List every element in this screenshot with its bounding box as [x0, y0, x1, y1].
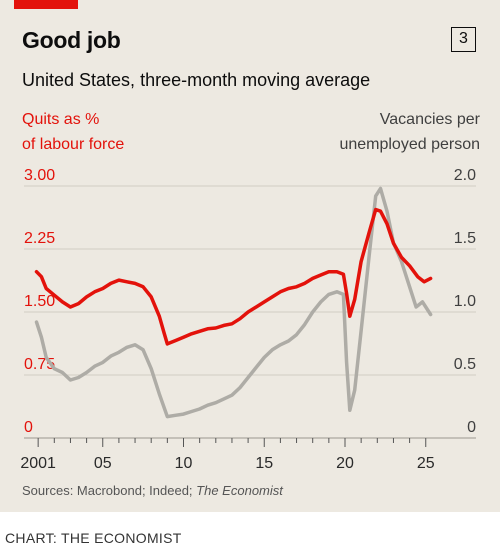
x-tick-label: 20	[336, 455, 354, 472]
source-note: Sources: Macrobond; Indeed; The Economis…	[22, 483, 283, 498]
chart-number-badge: 3	[451, 27, 476, 52]
y-right-tick-label: 0.5	[454, 356, 476, 373]
y-left-tick-label: 0	[24, 419, 33, 436]
brand-bar	[14, 0, 78, 9]
y-right-tick-label: 1.5	[454, 230, 476, 247]
left-axis-label-line2: of labour force	[22, 136, 125, 153]
right-axis-label: Vacancies per unemployed person	[339, 107, 480, 157]
source-text: Sources: Macrobond; Indeed;	[22, 483, 197, 498]
y-right-tick-label: 1.0	[454, 293, 476, 310]
chart-panel	[0, 0, 500, 512]
chart-subtitle: United States, three-month moving averag…	[22, 70, 371, 90]
right-axis-label-line2: unemployed person	[339, 136, 480, 153]
chart-title: Good job	[22, 27, 121, 53]
x-tick-label: 15	[255, 455, 273, 472]
left-axis-label: Quits as % of labour force	[22, 107, 124, 157]
source-italic: The Economist	[196, 483, 283, 498]
x-tick-label: 2001	[20, 455, 56, 472]
left-axis-label-line1: Quits as %	[22, 111, 100, 128]
quits-series-line	[34, 207, 433, 346]
x-tick-label: 05	[94, 455, 112, 472]
x-tick-label: 10	[175, 455, 193, 472]
y-right-tick-label: 0	[467, 419, 476, 436]
chart-credit: CHART: THE ECONOMIST	[5, 530, 182, 546]
vacancies-series-line	[34, 186, 433, 419]
y-left-tick-label: 2.25	[24, 230, 55, 247]
right-axis-label-line1: Vacancies per	[379, 111, 480, 128]
x-tick-label: 25	[417, 455, 435, 472]
y-left-tick-label: 3.00	[24, 167, 55, 184]
y-left-tick-label: 1.50	[24, 293, 55, 310]
y-right-tick-label: 2.0	[454, 167, 476, 184]
